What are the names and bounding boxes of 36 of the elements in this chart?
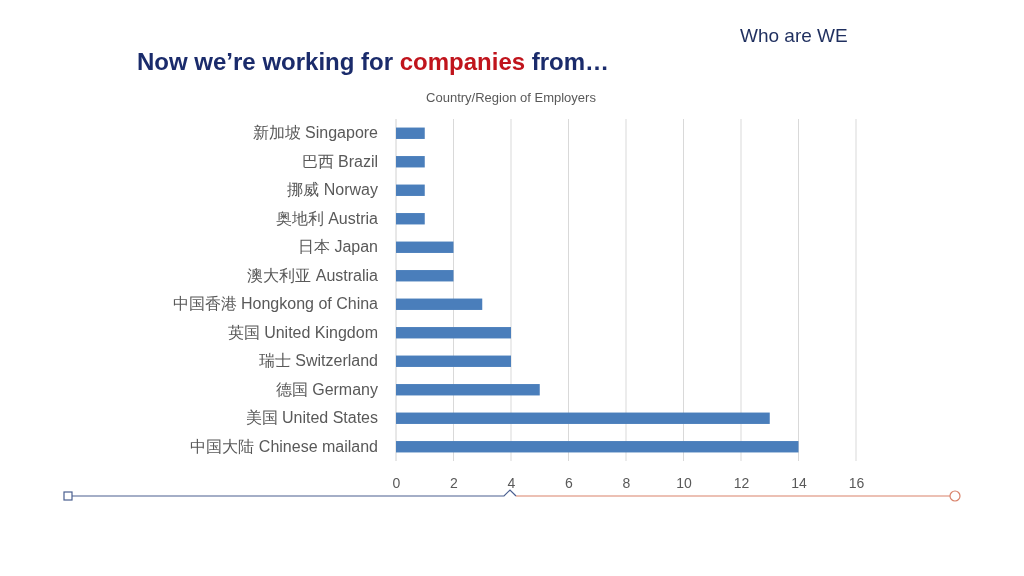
x-tick-label: 8	[622, 474, 631, 491]
text: Who are WE	[740, 25, 848, 46]
y-tick-label: 澳大利亚 Australia	[247, 266, 379, 284]
y-tick-label: 挪威 Norway	[287, 181, 378, 199]
y-tick-label: 日本 Japan	[297, 238, 378, 256]
bar	[396, 441, 799, 453]
bar	[396, 412, 770, 424]
y-tick-label: 德国 Germany	[275, 380, 378, 398]
x-tick-label: 10	[676, 474, 692, 491]
chart-subtitle: Country/Region of Employers	[426, 90, 597, 105]
y-tick-label: 瑞士 Switzerland	[258, 352, 378, 370]
y-tick-label: 巴西 Brazil	[301, 152, 378, 170]
bar	[396, 355, 511, 367]
y-tick-label: 美国 United States	[245, 409, 378, 427]
bar	[396, 156, 425, 168]
x-tick-label: 4	[507, 474, 516, 491]
bar	[396, 213, 425, 225]
bar	[396, 241, 454, 253]
y-tick-label: 奥地利 Austria	[275, 209, 379, 227]
bar	[396, 184, 425, 196]
y-tick-label: 中国香港 Hongkong of China	[172, 295, 379, 313]
bar	[396, 127, 425, 139]
y-tick-label: 新加坡 Singapore	[252, 124, 379, 142]
y-tick-label: 英国 United Kingdom	[227, 323, 378, 341]
chart-title: Now we’re working for companies from…	[137, 48, 610, 75]
bar	[396, 384, 540, 396]
x-tick-label: 12	[733, 474, 750, 491]
x-tick-label: 16	[848, 474, 865, 491]
x-tick-label: 6	[565, 474, 574, 491]
bar	[396, 270, 454, 282]
x-tick-label: 2	[450, 474, 459, 491]
bar	[396, 298, 483, 310]
bar	[396, 327, 511, 339]
y-tick-label: 中国大陆 Chinese mailand	[190, 437, 378, 455]
x-tick-label: 0	[392, 474, 401, 491]
x-tick-label: 14	[791, 474, 807, 491]
